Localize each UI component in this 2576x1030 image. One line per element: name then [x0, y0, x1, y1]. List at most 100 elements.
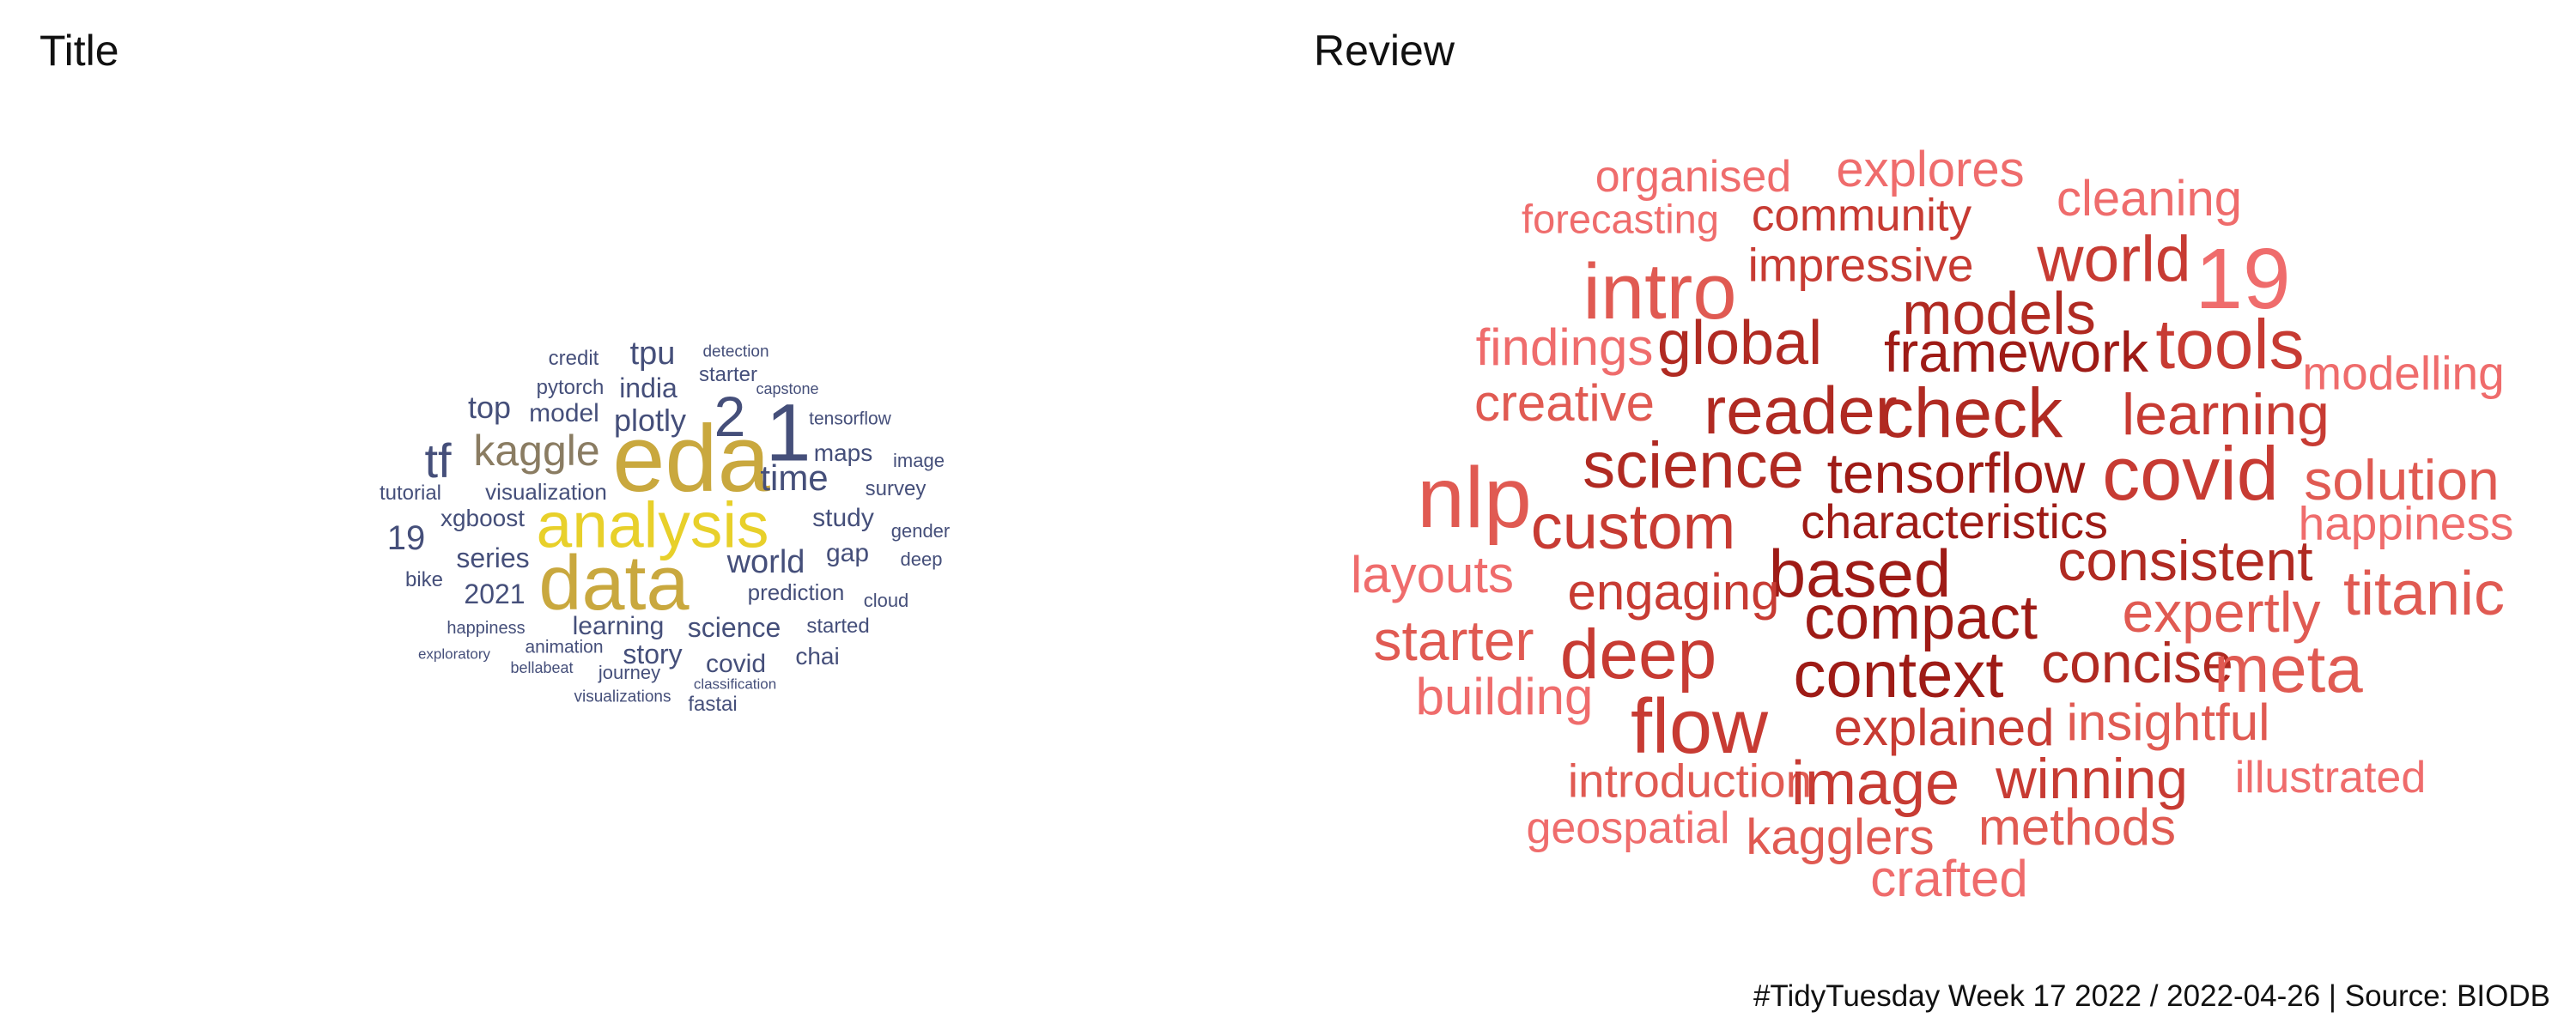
- review-cloud-word: concise: [2041, 631, 2233, 694]
- source-caption: #TidyTuesday Week 17 2022 / 2022-04-26 |…: [1753, 979, 2550, 1013]
- review-cloud-word: compact: [1803, 584, 2038, 652]
- review-cloud-word: cleaning: [2056, 171, 2243, 227]
- title-cloud-word: eda: [612, 406, 770, 512]
- title-cloud-word: started: [806, 615, 870, 638]
- title-cloud-word: exploratory: [417, 645, 491, 663]
- title-cloud-word: time: [760, 457, 829, 498]
- review-cloud-word: world: [2037, 222, 2191, 295]
- title-panel-heading: Title: [39, 27, 119, 75]
- title-cloud-word: bike: [404, 568, 444, 591]
- title-cloud-word: tensorflow: [809, 409, 891, 429]
- review-cloud-word: building: [1415, 668, 1594, 725]
- review-cloud-word: engaging: [1567, 563, 1780, 621]
- review-cloud-word: illustrated: [2234, 753, 2427, 803]
- title-cloud-word: prediction: [747, 579, 845, 605]
- title-cloud-word: classification: [693, 676, 777, 693]
- title-cloud-word: tutorial: [379, 482, 442, 505]
- review-cloud-word: organised: [1595, 152, 1792, 202]
- review-cloud-word: learning: [2122, 382, 2330, 447]
- review-cloud-word: flow: [1630, 684, 1769, 770]
- title-cloud-word: 1: [765, 387, 811, 479]
- review-cloud-word: consistent: [2057, 529, 2313, 592]
- title-cloud-word: image: [893, 450, 945, 471]
- review-cloud-word: explained: [1833, 699, 2055, 756]
- review-cloud-word: kagglers: [1746, 809, 1935, 865]
- title-cloud-word: capstone: [756, 380, 819, 397]
- review-cloud-word: forecasting: [1522, 196, 1719, 242]
- title-cloud-word: learning: [572, 612, 665, 640]
- title-cloud-word: analysis: [536, 488, 769, 561]
- review-cloud-word: custom: [1530, 491, 1736, 562]
- title-cloud-word: kaggle: [473, 427, 600, 475]
- title-cloud-word: bellabeat: [510, 659, 574, 676]
- title-cloud-word: pytorch: [536, 376, 605, 399]
- title-cloud-word: data: [538, 541, 690, 627]
- review-cloud-word: community: [1751, 190, 1972, 241]
- review-cloud-word: image: [1790, 749, 1960, 818]
- review-cloud-word: impressive: [1747, 238, 1974, 292]
- title-cloud-word: story: [623, 639, 683, 670]
- review-cloud-word: geospatial: [1526, 803, 1730, 853]
- review-panel-heading: Review: [1314, 27, 1455, 75]
- title-cloud-word: happiness: [447, 619, 526, 638]
- title-cloud-word: fastai: [688, 693, 738, 716]
- review-cloud-word: layouts: [1350, 546, 1515, 603]
- title-cloud-word: xgboost: [440, 505, 526, 531]
- title-cloud-word: chai: [795, 643, 840, 670]
- review-cloud-word: methods: [1978, 798, 2177, 856]
- review-cloud-word: based: [1768, 536, 1952, 611]
- title-cloud-word: animation: [525, 637, 604, 657]
- review-cloud-word: introduction: [1567, 754, 1813, 808]
- title-cloud-word: model: [529, 399, 599, 427]
- title-cloud-word: visualization: [485, 479, 607, 505]
- title-cloud-word: tpu: [629, 336, 676, 372]
- review-cloud-word: expertly: [2122, 580, 2321, 644]
- title-cloud-word: plotly: [613, 403, 687, 438]
- title-cloud-word: maps: [813, 439, 873, 466]
- review-cloud-word: happiness: [2298, 496, 2514, 550]
- review-cloud-word: framework: [1883, 320, 2149, 384]
- review-cloud-word: tensorflow: [1826, 441, 2086, 505]
- title-cloud-word: cloud: [863, 590, 909, 611]
- review-cloud-word: tools: [2155, 306, 2305, 384]
- review-cloud-word: winning: [1996, 747, 2188, 810]
- title-cloud-word: world: [726, 544, 805, 580]
- title-cloud-word: tf: [424, 433, 452, 488]
- title-cloud-word: india: [619, 373, 677, 403]
- title-cloud-word: journey: [598, 662, 661, 683]
- review-cloud-word: explores: [1836, 142, 2025, 197]
- review-cloud-word: creative: [1473, 374, 1656, 432]
- title-cloud-word: 2021: [464, 579, 526, 609]
- title-cloud-word: credit: [548, 347, 599, 370]
- review-cloud-word: covid: [2102, 431, 2279, 516]
- review-cloud-word: 19: [2195, 231, 2291, 327]
- title-cloud-word: detection: [702, 342, 769, 361]
- title-cloud-word: series: [456, 542, 530, 573]
- title-cloud-word: study: [812, 504, 874, 532]
- title-cloud-word: deep: [900, 548, 943, 570]
- title-cloud-word: starter: [698, 363, 758, 386]
- review-cloud-word: nlp: [1417, 450, 1532, 546]
- review-cloud-word: intro: [1583, 248, 1737, 336]
- title-cloud-word: covid: [705, 650, 767, 678]
- review-cloud-word: characteristics: [1801, 494, 2108, 548]
- review-cloud-word: crafted: [1870, 850, 2028, 907]
- review-cloud-word: science: [1583, 429, 1804, 502]
- title-cloud-word: survey: [865, 477, 927, 500]
- title-cloud-word: gap: [825, 539, 870, 567]
- title-cloud-word: top: [467, 390, 512, 425]
- review-cloud-word: findings: [1475, 318, 1654, 376]
- title-cloud-word: visualizations: [574, 688, 671, 706]
- review-cloud-word: reader: [1704, 373, 1898, 448]
- review-cloud-word: titanic: [2342, 560, 2506, 628]
- review-cloud-word: check: [1878, 374, 2063, 452]
- title-cloud-word: 2: [714, 385, 746, 448]
- title-cloud-word: 19: [386, 519, 426, 557]
- review-cloud-word: modelling: [2302, 346, 2505, 400]
- title-cloud-word: gender: [890, 520, 951, 542]
- review-cloud-word: context: [1793, 639, 2004, 712]
- title-cloud-word: science: [687, 612, 781, 643]
- review-cloud-word: deep: [1559, 615, 1717, 694]
